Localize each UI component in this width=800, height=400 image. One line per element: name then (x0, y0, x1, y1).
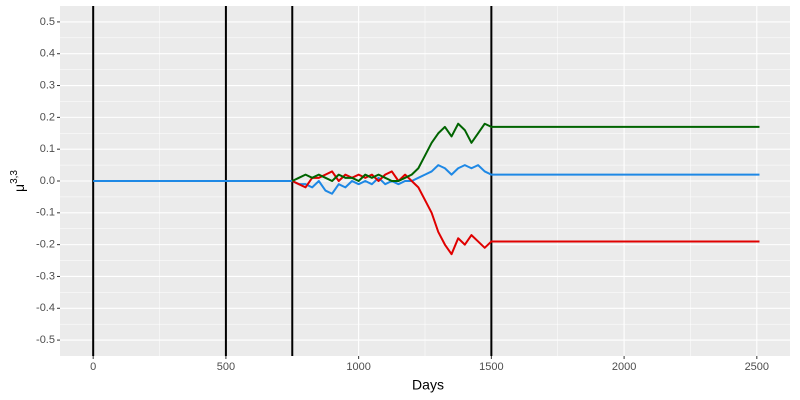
y-tick-label: -0.4 (36, 302, 55, 314)
x-tick-label: 1000 (346, 361, 370, 373)
y-tick-label: 0.1 (40, 143, 55, 155)
y-tick-label: 0.5 (40, 16, 55, 28)
x-axis-title: Days (412, 377, 444, 393)
y-tick-label: 0.4 (40, 48, 55, 60)
y-tick-label: -0.3 (36, 270, 55, 282)
y-tick-label: -0.2 (36, 239, 55, 251)
x-tick-label: 2000 (612, 361, 636, 373)
x-tick-label: 1500 (479, 361, 503, 373)
series-line (291, 122, 760, 182)
y-axis-title: μ3,3 (9, 170, 27, 192)
x-tick-label: 500 (217, 361, 235, 373)
y-tick-label: 0.2 (40, 111, 55, 123)
y-axis-title-main: μ (11, 184, 27, 192)
x-tick-label: 0 (90, 361, 96, 373)
x-tick-label: 2500 (745, 361, 769, 373)
series-line (291, 170, 760, 256)
y-tick-label: 0.3 (40, 79, 55, 91)
y-tick-label: -0.1 (36, 207, 55, 219)
y-axis-title-sup: 3,3 (9, 170, 20, 184)
y-tick-label: -0.5 (36, 334, 55, 346)
y-tick-label: 0.0 (40, 175, 55, 187)
